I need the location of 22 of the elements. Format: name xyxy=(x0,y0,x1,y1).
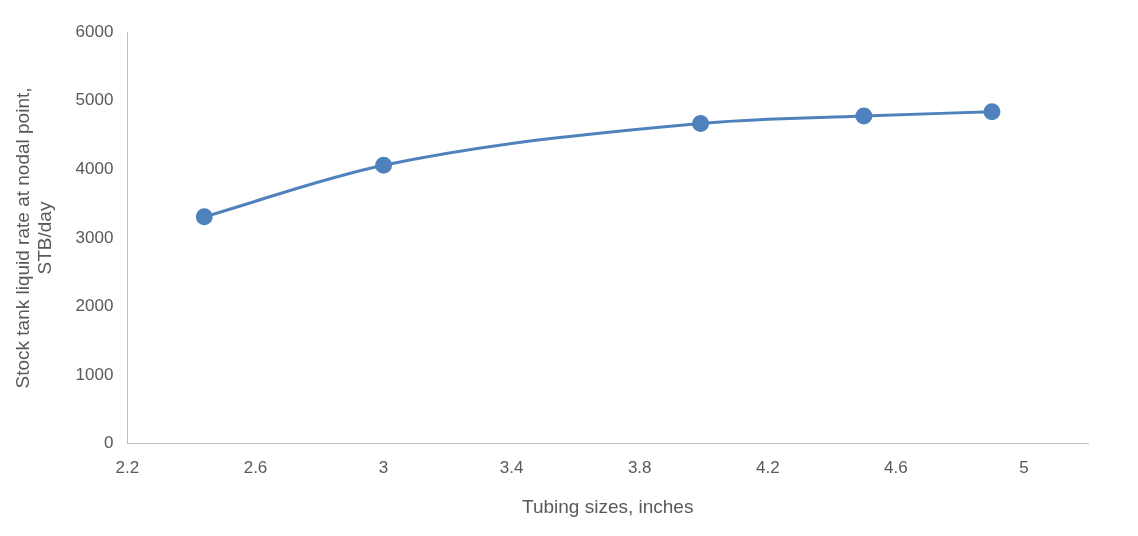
x-tick-label: 4.2 xyxy=(755,457,780,477)
point xyxy=(855,107,873,125)
y-tick-label: 2000 xyxy=(75,296,114,316)
y-tick-label: 0 xyxy=(103,433,114,453)
point xyxy=(375,156,393,174)
point xyxy=(983,103,1001,121)
x-tick-label: 4.6 xyxy=(884,457,908,477)
x-tick-label: 2.6 xyxy=(243,457,268,477)
x-tick-label: 3.8 xyxy=(627,457,652,477)
x-tick-label: 2.2 xyxy=(115,457,140,477)
x-axis-title: Tubing sizes, inches xyxy=(521,495,694,517)
point xyxy=(692,114,710,132)
y-axis-title: Stock tank liquid rate at nodal point, STB/day xyxy=(11,87,56,389)
point xyxy=(195,208,213,226)
y-tick-label: 4000 xyxy=(75,159,114,179)
x-tick-label: 3 xyxy=(378,457,389,477)
y-tick-label: 5000 xyxy=(75,90,114,110)
y-tick-label: 6000 xyxy=(75,21,114,41)
y-tick-label: 3000 xyxy=(75,227,114,247)
y-tick-label: 1000 xyxy=(75,364,114,384)
x-tick-label: 5 xyxy=(1019,457,1029,477)
x-tick-label: 3.4 xyxy=(499,457,524,477)
